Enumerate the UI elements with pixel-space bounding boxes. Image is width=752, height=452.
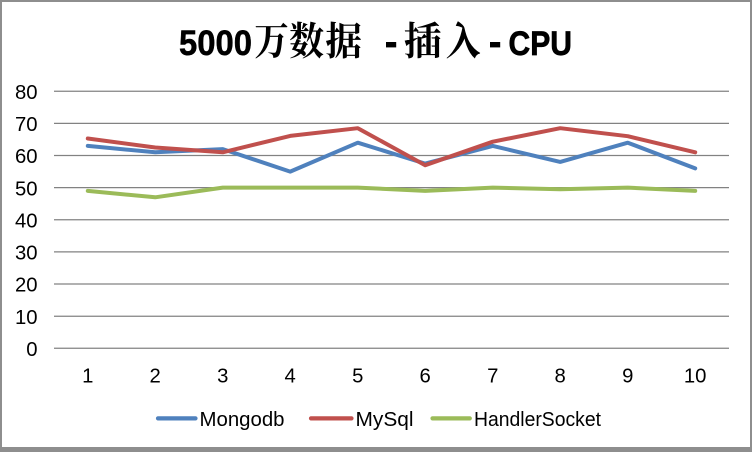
- svg-text:1: 1: [82, 365, 93, 387]
- svg-text:10: 10: [15, 307, 38, 329]
- svg-text:10: 10: [684, 365, 707, 387]
- svg-text:50: 50: [15, 178, 38, 200]
- svg-text:7: 7: [487, 365, 498, 387]
- svg-text:4: 4: [285, 365, 296, 387]
- svg-text:MySql: MySql: [356, 409, 414, 431]
- svg-text:9: 9: [622, 365, 633, 387]
- svg-text:70: 70: [15, 114, 38, 136]
- svg-text:80: 80: [15, 82, 38, 104]
- svg-text:3: 3: [217, 365, 228, 387]
- svg-text:30: 30: [15, 243, 38, 265]
- svg-text:40: 40: [15, 211, 38, 233]
- svg-text:2: 2: [150, 365, 161, 387]
- svg-text:CPU: CPU: [509, 25, 573, 63]
- svg-text:20: 20: [15, 275, 38, 297]
- svg-text:6: 6: [420, 365, 431, 387]
- svg-text:5000: 5000: [179, 24, 252, 63]
- svg-text:HandlerSocket: HandlerSocket: [474, 409, 601, 431]
- svg-text:Mongodb: Mongodb: [200, 409, 285, 431]
- svg-text:8: 8: [555, 365, 566, 387]
- svg-text:5: 5: [352, 365, 363, 387]
- svg-text:60: 60: [15, 146, 38, 168]
- svg-text:0: 0: [26, 339, 37, 361]
